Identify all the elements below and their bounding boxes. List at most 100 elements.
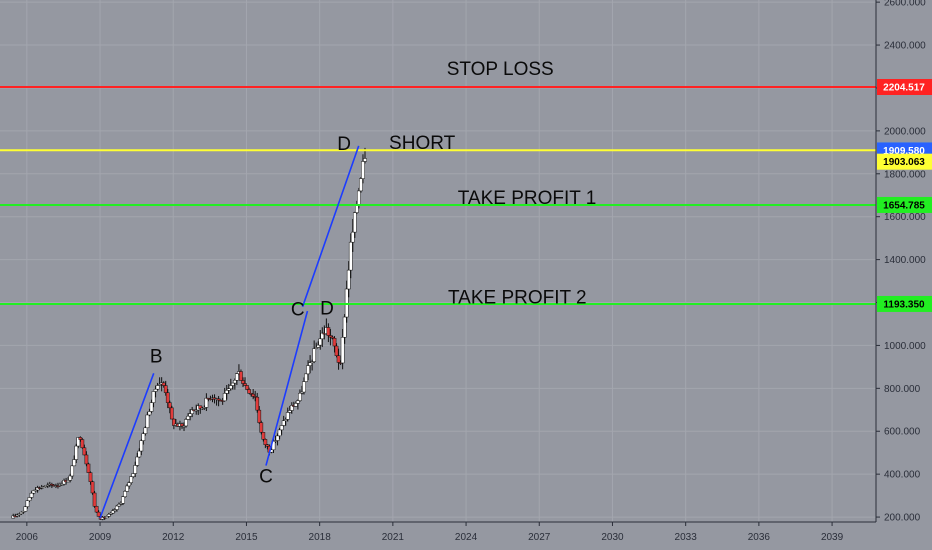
price-level-label: 1654.785 <box>883 200 925 211</box>
candle-down <box>80 439 85 449</box>
candle-up <box>23 506 28 512</box>
time-axis-ticks: 2006 2009 2012 2015 2018 2021 2024 2027 2030 2033… <box>16 522 844 543</box>
candle-up <box>359 178 363 192</box>
candle-down <box>259 422 264 433</box>
annotation-label: D <box>337 134 351 155</box>
candle-down <box>161 382 166 386</box>
candle-down <box>257 409 262 423</box>
candle-up <box>302 381 306 393</box>
candle-up <box>296 400 300 404</box>
x-tick-label: 2012 <box>162 532 185 543</box>
candle-up <box>361 161 365 179</box>
candle-up <box>204 397 209 408</box>
candle-up <box>357 190 361 206</box>
price-level-label: 2204.517 <box>883 82 925 93</box>
candle-up <box>318 338 323 346</box>
candle-down <box>96 511 101 517</box>
candle-up <box>184 419 188 427</box>
y-tick-label: 2600.000 <box>884 0 926 9</box>
candle-up <box>133 465 138 474</box>
trend-line <box>301 145 360 308</box>
candle-up <box>149 402 154 412</box>
y-tick-label: 2000.000 <box>884 126 926 137</box>
candle-up <box>153 388 158 392</box>
candle-down <box>326 327 331 336</box>
candle-down <box>255 396 260 411</box>
candle-up <box>106 514 111 517</box>
candle-down <box>247 389 251 394</box>
candle-down <box>169 407 174 420</box>
trend-line <box>99 373 155 519</box>
candle-down <box>261 432 266 440</box>
candle-up <box>346 269 351 290</box>
candle-up <box>298 392 302 401</box>
x-tick-label: 2006 <box>16 532 39 543</box>
candle-up <box>233 380 237 384</box>
y-tick-label: 1600.000 <box>884 212 926 223</box>
candle-up <box>188 413 192 417</box>
candle-down <box>163 385 168 393</box>
candle-down <box>82 447 87 456</box>
candle-down <box>78 437 83 440</box>
y-tick-label: 1800.000 <box>884 169 926 180</box>
annotation-label: STOP LOSS <box>447 59 554 80</box>
candle-up <box>289 405 294 411</box>
price-level-tag <box>877 78 932 95</box>
candle-down <box>336 355 341 363</box>
x-tick-label: 2024 <box>455 532 478 543</box>
candle-up <box>312 348 317 362</box>
candle-down <box>243 383 247 386</box>
candle-up <box>141 433 146 441</box>
candle-up <box>111 510 115 514</box>
candle-up <box>348 241 353 271</box>
candle-up <box>25 500 30 507</box>
candle-up <box>117 504 121 507</box>
trend-lines <box>99 145 360 519</box>
candle-up <box>139 440 144 452</box>
candle-up <box>31 490 36 494</box>
candle-up <box>123 491 127 498</box>
candle-up <box>294 403 298 407</box>
candle-down <box>94 506 99 513</box>
x-tick-label: 2039 <box>821 532 844 543</box>
candle-up <box>27 497 32 501</box>
y-tick-label: 400.000 <box>884 470 921 481</box>
x-tick-label: 2015 <box>235 532 258 543</box>
annotation-label: D <box>320 298 334 319</box>
candle-up <box>68 475 73 481</box>
annotation-label: SHORT <box>389 133 456 154</box>
candle-up <box>151 391 156 403</box>
bar-close-tag <box>877 153 932 170</box>
candle-down <box>251 393 256 397</box>
candle-up <box>115 505 119 510</box>
x-tick-label: 2030 <box>601 532 624 543</box>
candle-up <box>127 482 131 487</box>
candle-down <box>86 463 91 473</box>
trend-line <box>265 310 309 466</box>
x-tick-label: 2018 <box>309 532 332 543</box>
candle-up <box>314 347 319 349</box>
price-candles <box>11 147 367 521</box>
candle-up <box>228 385 233 389</box>
candle-down <box>88 472 93 482</box>
candle-down <box>165 392 170 403</box>
candle-up <box>275 435 280 441</box>
candle-up <box>306 365 310 375</box>
y-tick-label: 1000.000 <box>884 341 926 352</box>
candle-up <box>281 420 286 426</box>
price-levels <box>0 85 876 305</box>
candle-up <box>72 459 77 467</box>
annotation-label: TAKE PROFIT 1 <box>458 188 597 209</box>
candle-down <box>332 337 337 347</box>
plot-background <box>0 0 876 522</box>
candle-down <box>245 385 249 390</box>
candle-up <box>308 362 312 366</box>
y-tick-label: 200.000 <box>884 513 921 524</box>
y-tick-label: 2400.000 <box>884 41 926 52</box>
candle-up <box>287 410 292 413</box>
annotation-label: B <box>150 347 163 368</box>
price-level-label: 1193.350 <box>883 299 925 310</box>
candle-up <box>277 429 282 437</box>
x-tick-label: 2036 <box>748 532 771 543</box>
